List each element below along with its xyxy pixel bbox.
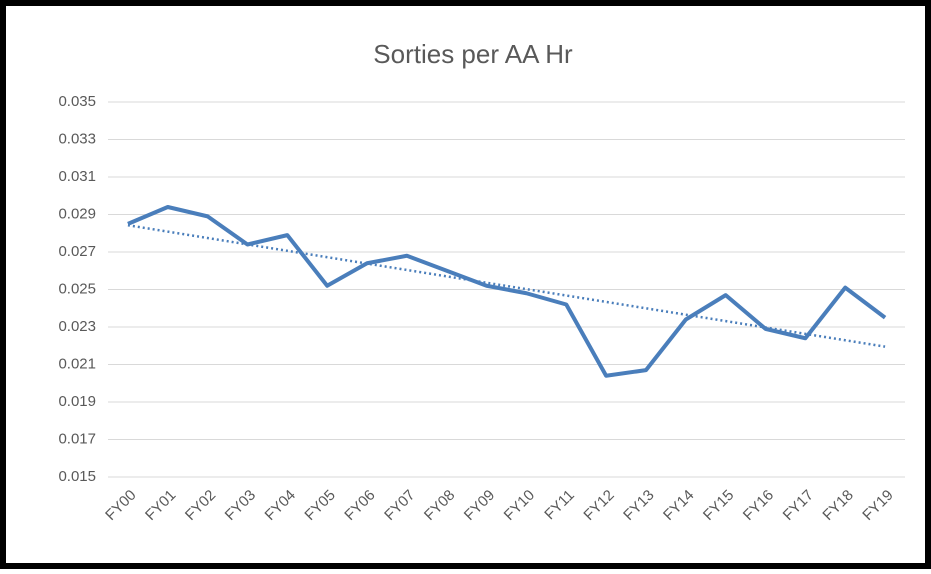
y-tick-label: 0.027 — [58, 243, 96, 260]
y-tick-label: 0.025 — [58, 280, 96, 297]
y-tick-label: 0.019 — [58, 393, 96, 410]
chart-title: Sorties per AA Hr — [373, 39, 573, 69]
series-line — [127, 205, 887, 378]
y-tick-label: 0.035 — [58, 93, 96, 110]
y-tick-label: 0.023 — [58, 318, 96, 335]
y-tick-label: 0.033 — [58, 130, 96, 147]
y-tick-label: 0.021 — [58, 355, 96, 372]
y-tick-label: 0.031 — [58, 168, 96, 185]
y-tick-label: 0.017 — [58, 430, 96, 447]
y-tick-label: 0.029 — [58, 205, 96, 222]
y-tick-label: 0.015 — [58, 468, 96, 485]
